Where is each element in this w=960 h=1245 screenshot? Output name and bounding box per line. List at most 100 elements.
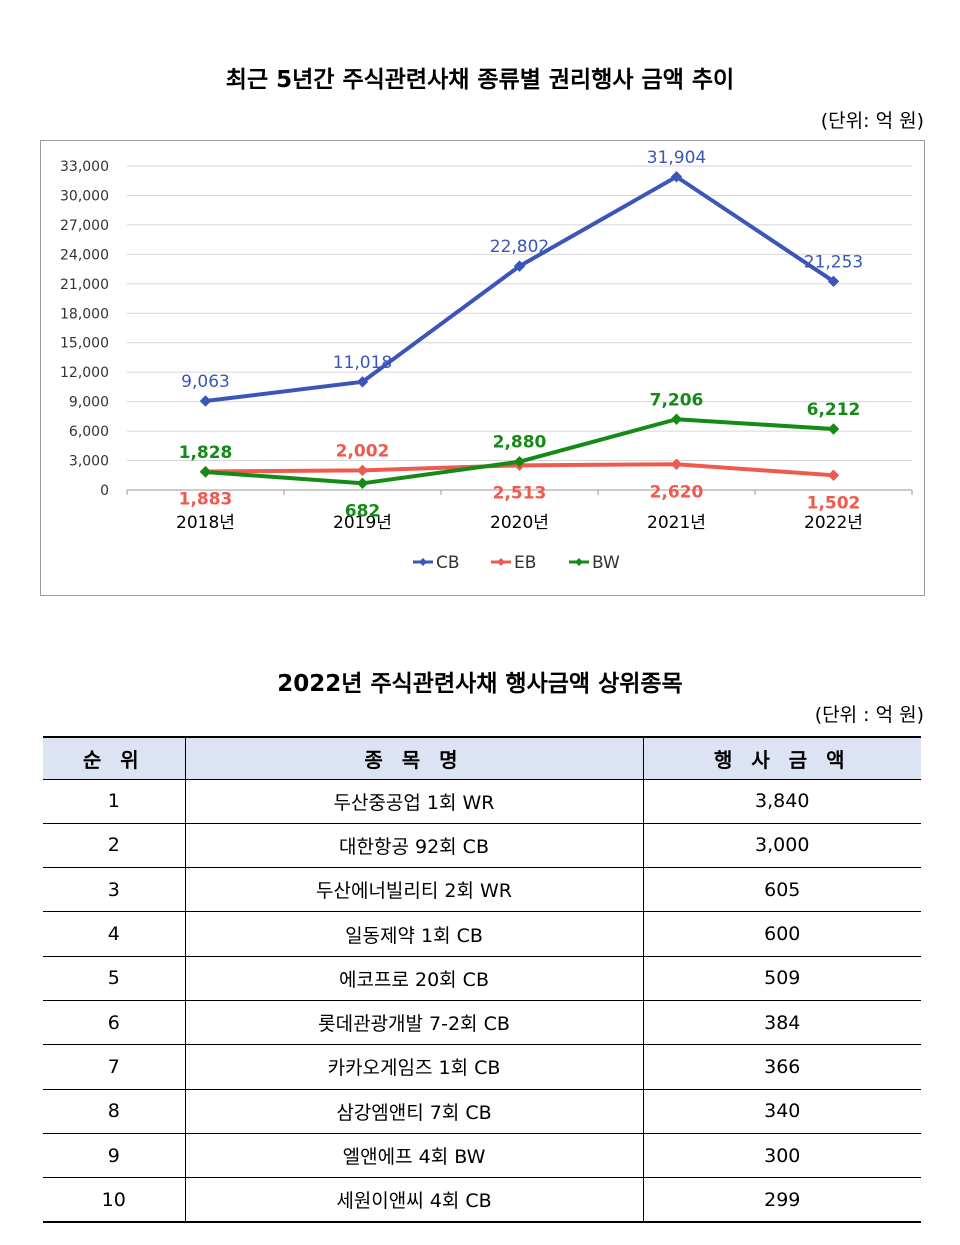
y-tick-label: 3,000 [69, 454, 109, 470]
data-point-eb [356, 464, 369, 477]
data-point-cb [827, 275, 840, 288]
ranking-table-grid: 순 위 종 목 명 행 사 금 액 1 두산중공업 1회 WR 3,840 2 대한항공… [43, 736, 921, 1223]
cell-rank: 10 [43, 1177, 185, 1223]
data-label-eb: 1,883 [179, 490, 233, 510]
x-tick-label: 2022년 [804, 513, 863, 533]
table-row: 6 롯데관광개발 7-2회 CB 384 [43, 1000, 921, 1046]
y-tick-label: 30,000 [60, 188, 109, 204]
x-tick-label: 2021년 [647, 513, 706, 533]
chart-title: 최근 5년간 주식관련사채 종류별 권리행사 금액 추이 [225, 67, 735, 93]
legend-marker-bw [575, 558, 583, 566]
data-point-cb [199, 395, 212, 407]
cell-amount: 600 [642, 911, 921, 957]
y-tick-label: 15,000 [60, 336, 109, 352]
legend-label-eb: EB [514, 553, 536, 573]
header-rank: 순 위 [43, 736, 185, 780]
header-amount: 행 사 금 액 [642, 736, 921, 780]
table-header-row: 순 위 종 목 명 행 사 금 액 [43, 736, 921, 780]
data-point-cb [670, 171, 683, 183]
cell-issue-name: 엘앤에프 4회 BW [184, 1133, 643, 1179]
data-label-cb: 9,063 [181, 372, 230, 392]
data-label-cb: 22,802 [490, 237, 549, 257]
legend-marker-cb [419, 558, 427, 566]
table-row: 2 대한항공 92회 CB 3,000 [43, 823, 921, 869]
line-chart: 0 3,000 6,000 9,000 12,000 15,000 18,000 21,000… [40, 140, 925, 596]
cell-amount: 384 [642, 1000, 921, 1046]
cell-amount: 605 [642, 867, 921, 913]
cell-issue-name: 대한항공 92회 CB [184, 823, 643, 869]
table-row: 3 두산에너빌리티 2회 WR 605 [43, 867, 921, 913]
cell-rank: 5 [43, 956, 185, 1001]
legend-label-cb: CB [436, 553, 460, 573]
data-point-cb [513, 260, 526, 272]
y-tick-label: 12,000 [60, 365, 109, 381]
cell-rank: 3 [43, 867, 185, 913]
y-tick-label: 6,000 [69, 424, 109, 440]
table-row: 10 세원이앤씨 4회 CB 299 [43, 1177, 921, 1223]
header-issue-name: 종 목 명 [184, 736, 643, 780]
cell-rank: 8 [43, 1089, 185, 1134]
y-tick-label: 9,000 [69, 395, 109, 411]
legend-label-bw: BW [592, 553, 620, 573]
data-point-eb [827, 469, 840, 481]
x-tick-label: 2018년 [176, 513, 235, 533]
table-row: 9 엘앤에프 4회 BW 300 [43, 1133, 921, 1179]
legend-marker-eb [497, 558, 505, 566]
cell-issue-name: 세원이앤씨 4회 CB [184, 1177, 643, 1223]
data-point-bw [513, 456, 526, 468]
cell-rank: 1 [43, 779, 185, 824]
cell-issue-name: 삼강엠앤티 7회 CB [184, 1089, 643, 1134]
cell-rank: 9 [43, 1133, 185, 1179]
data-label-eb: 2,513 [493, 483, 547, 503]
table-title: 2022년 주식관련사채 행사금액 상위종목 [277, 671, 683, 697]
data-point-bw [670, 413, 683, 425]
cell-issue-name: 일동제약 1회 CB [184, 911, 643, 957]
cell-rank: 6 [43, 1000, 185, 1046]
cell-rank: 2 [43, 823, 185, 869]
cell-issue-name: 두산에너빌리티 2회 WR [184, 867, 643, 913]
line-chart-svg: 0 3,000 6,000 9,000 12,000 15,000 18,000 21,000… [60, 148, 913, 573]
table-row: 7 카카오게임즈 1회 CB 366 [43, 1044, 921, 1090]
y-tick-label: 33,000 [60, 159, 109, 175]
y-tick-label: 24,000 [60, 247, 109, 263]
data-label-cb: 11,018 [333, 353, 392, 373]
cell-amount: 300 [642, 1133, 921, 1179]
data-point-bw [356, 477, 369, 490]
cell-amount: 3,840 [642, 779, 921, 824]
y-tick-label: 0 [100, 483, 109, 499]
table-row: 4 일동제약 1회 CB 600 [43, 911, 921, 957]
data-label-cb: 21,253 [804, 252, 863, 272]
data-label-cb: 31,904 [647, 148, 706, 168]
data-label-bw: 6,212 [807, 400, 861, 420]
table-unit-label: (단위 : 억 원) [814, 704, 924, 726]
data-label-eb: 1,502 [807, 493, 861, 513]
data-point-eb [670, 458, 683, 470]
data-label-eb: 2,002 [336, 441, 390, 461]
data-point-cb [356, 376, 369, 388]
ranking-table: 순 위 종 목 명 행 사 금 액 1 두산중공업 1회 WR 3,840 2 대한항공… [43, 736, 921, 1223]
y-tick-label: 27,000 [60, 218, 109, 234]
cell-rank: 4 [43, 911, 185, 957]
data-label-bw: 682 [345, 501, 381, 521]
cell-amount: 3,000 [642, 823, 921, 869]
y-tick-label: 21,000 [60, 277, 109, 293]
x-tick-label: 2019년 [333, 513, 392, 533]
y-tick-label: 18,000 [60, 306, 109, 322]
cell-rank: 7 [43, 1044, 185, 1090]
cell-issue-name: 롯데관광개발 7-2회 CB [184, 1000, 643, 1046]
cell-amount: 366 [642, 1044, 921, 1090]
data-label-eb: 2,620 [650, 482, 704, 502]
cell-issue-name: 카카오게임즈 1회 CB [184, 1044, 643, 1090]
table-row: 8 삼강엠앤티 7회 CB 340 [43, 1089, 921, 1134]
data-label-bw: 2,880 [493, 433, 547, 453]
data-point-bw [827, 423, 840, 435]
data-label-bw: 1,828 [179, 443, 233, 463]
cell-issue-name: 두산중공업 1회 WR [184, 779, 643, 824]
x-tick-label: 2020년 [490, 513, 549, 533]
cell-amount: 299 [642, 1177, 921, 1223]
data-label-bw: 7,206 [650, 390, 704, 410]
series-line-cb [203, 174, 836, 404]
chart-unit-label: (단위: 억 원) [820, 110, 924, 132]
table-row: 1 두산중공업 1회 WR 3,840 [43, 779, 921, 824]
cell-amount: 340 [642, 1089, 921, 1134]
